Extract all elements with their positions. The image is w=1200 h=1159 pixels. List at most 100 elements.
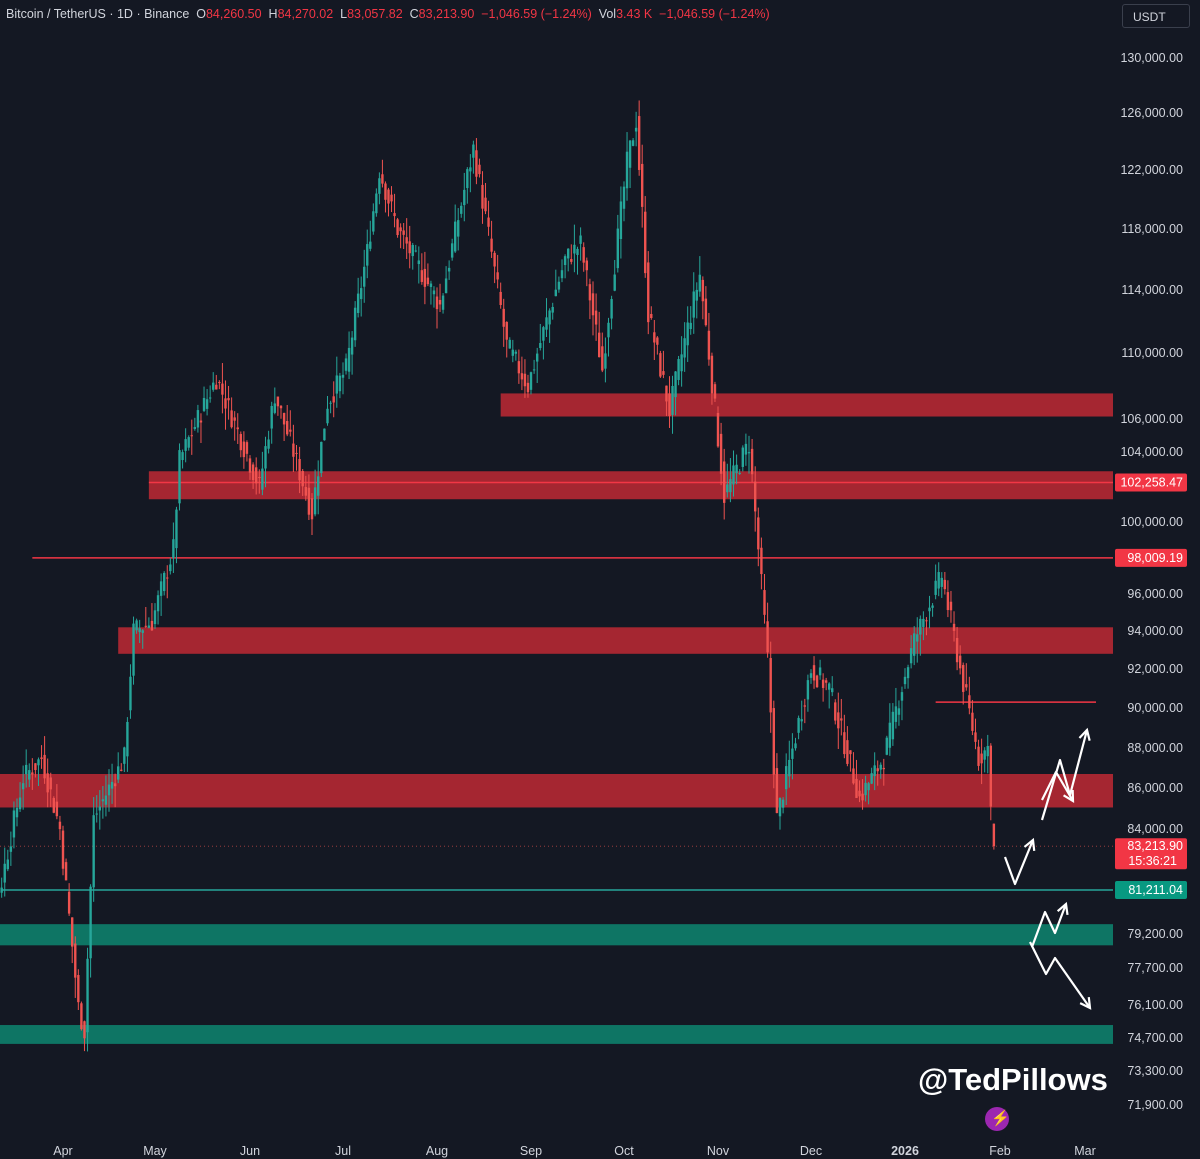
time-axis-label: Apr [53,1144,72,1158]
candle-body [754,481,757,512]
change-value: −1,046.59 (−1.24%) [481,7,592,21]
close-label: C [409,7,419,21]
candle-body [831,688,834,693]
candle-body [766,621,769,653]
candle-body [466,169,469,189]
high-label: H [268,7,278,21]
legend-separator: · [136,7,141,21]
candle-body [408,241,411,254]
candle-body [613,274,616,291]
candle-body [840,718,843,721]
candle-body [233,417,236,421]
candle-body [818,667,822,676]
candle-body [747,452,751,454]
candle-body [619,201,623,240]
candle-body [716,412,720,447]
candle-body [255,467,258,484]
candle-body [414,250,417,252]
price-axis-label: 96,000.00 [1127,587,1183,601]
candle-body [788,759,791,777]
candle-body [760,547,763,575]
candle-body [803,705,806,707]
candle-body [653,332,656,343]
candle-body [469,167,472,172]
candle-body [463,189,466,206]
candle-body [248,458,252,473]
candle-body [117,766,120,780]
candle-body [937,572,940,589]
candle-body [631,140,635,146]
candle-body [205,399,209,409]
arrow-head [1056,901,1069,916]
candle-body [625,151,629,189]
candle-body [876,768,879,772]
volume-change-value: −1,046.59 (−1.24%) [659,7,770,21]
candle-body [37,759,40,766]
candle-body [723,461,726,503]
candle-body [457,220,460,237]
price-axis-label: 73,300.00 [1127,1064,1183,1078]
candle-body [628,140,632,168]
candle-body [356,293,360,313]
candle-body [221,383,224,395]
candle-body [21,783,25,790]
candle-body [576,248,579,255]
candle-body [43,754,46,779]
candle-body [34,763,37,771]
candle-body [925,620,928,622]
candle-body [432,290,436,295]
candle-body [435,296,439,310]
candle-body [55,801,59,817]
candle-body [120,769,123,771]
time-axis-label: Jul [335,1144,351,1158]
candle-body [843,732,846,755]
price-axis-label: 94,000.00 [1127,624,1183,638]
price-axis-label: 84,000.00 [1127,822,1183,836]
price-axis-label: 104,000.00 [1120,445,1183,459]
candle-body [965,684,968,688]
candle-body [475,150,478,177]
candle-body [227,398,230,401]
candle-body [335,375,338,394]
candle-body [744,443,748,455]
candle-body [332,396,335,403]
candle-body [261,468,264,490]
candle-body [834,702,837,721]
candle-body [9,846,13,852]
candle-body [821,679,825,688]
time-axis-label: Mar [1074,1144,1096,1158]
candle-body [888,722,892,748]
bullish-forecast-arrow [1040,729,1089,821]
time-axis-label: Sep [520,1144,542,1158]
time-axis-label: May [143,1144,167,1158]
candle-body [582,247,585,263]
candle-body [126,721,129,757]
open-label: O [196,7,206,21]
candle-body [864,782,867,796]
candle-body [554,289,557,297]
candle-body [934,580,937,595]
candle-body [563,256,567,266]
candle-body [542,327,545,341]
candle-body [560,270,564,279]
candle-body [772,708,775,775]
candle-body [18,797,22,810]
candle-body [202,397,206,411]
timeframe-label[interactable]: 1D [116,7,133,21]
candle-body [313,487,317,515]
currency-selector[interactable]: USDT [1122,4,1190,28]
candle-body [903,676,907,685]
symbol-name[interactable]: Bitcoin / TetherUS [6,7,106,21]
candle-body [490,238,493,252]
candle-body [824,680,828,683]
candle-body [218,382,221,384]
candle-body [588,284,592,301]
price-axis-label: 92,000.00 [1127,662,1183,676]
candle-body [701,279,705,302]
candle-body [46,773,49,793]
candle-body [570,259,573,262]
pullback-forecast-arrow [1041,770,1074,802]
candle-body [411,244,414,257]
